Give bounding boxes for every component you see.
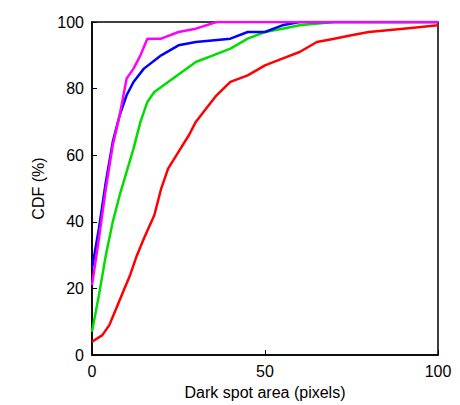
svg-text:80: 80	[66, 80, 84, 97]
svg-text:50: 50	[256, 363, 274, 380]
svg-text:0: 0	[75, 347, 84, 364]
svg-text:0: 0	[88, 363, 97, 380]
svg-text:CDF (%): CDF (%)	[30, 157, 47, 219]
svg-text:20: 20	[66, 280, 84, 297]
svg-text:100: 100	[425, 363, 452, 380]
svg-text:Dark spot area (pixels): Dark spot area (pixels)	[185, 384, 346, 401]
svg-text:100: 100	[57, 14, 84, 31]
svg-text:40: 40	[66, 213, 84, 230]
svg-text:60: 60	[66, 147, 84, 164]
